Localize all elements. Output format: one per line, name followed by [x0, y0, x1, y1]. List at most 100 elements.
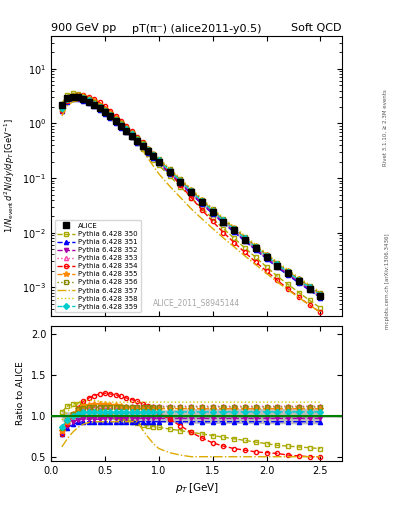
Pythia 6.428 358: [70, 91, 75, 97]
Pythia 6.428 352: [124, 128, 129, 134]
Pythia 6.428 353: [232, 225, 237, 231]
Pythia 6.428 350: [76, 91, 81, 97]
Line: Pythia 6.428 351: Pythia 6.428 351: [60, 97, 322, 300]
Pythia 6.428 350: [146, 151, 151, 157]
Pythia 6.428 358: [135, 134, 140, 140]
ALICE: [119, 123, 123, 129]
Pythia 6.428 353: [140, 140, 145, 146]
Pythia 6.428 350: [318, 305, 323, 311]
Pythia 6.428 350: [189, 195, 193, 201]
Pythia 6.428 358: [264, 250, 269, 257]
Pythia 6.428 358: [156, 155, 161, 161]
Pythia 6.428 352: [103, 110, 107, 116]
Pythia 6.428 350: [86, 96, 91, 102]
Pythia 6.428 353: [97, 102, 102, 109]
Pythia 6.428 351: [130, 134, 134, 140]
Pythia 6.428 356: [92, 99, 97, 105]
Pythia 6.428 356: [65, 96, 70, 102]
Pythia 6.428 352: [189, 190, 193, 196]
Pythia 6.428 357: [318, 309, 323, 315]
Pythia 6.428 351: [178, 181, 183, 187]
Pythia 6.428 355: [130, 130, 134, 136]
Pythia 6.428 356: [119, 120, 123, 126]
Pythia 6.428 351: [307, 287, 312, 293]
Pythia 6.428 354: [124, 123, 129, 129]
Text: Soft QCD: Soft QCD: [292, 23, 342, 33]
Pythia 6.428 359: [167, 167, 172, 174]
Pythia 6.428 350: [178, 184, 183, 190]
Pythia 6.428 354: [242, 249, 247, 255]
Pythia 6.428 357: [103, 111, 107, 117]
Line: Pythia 6.428 357: Pythia 6.428 357: [62, 101, 320, 312]
Pythia 6.428 357: [135, 139, 140, 145]
Pythia 6.428 351: [221, 220, 226, 226]
Pythia 6.428 355: [103, 106, 107, 112]
Pythia 6.428 357: [232, 244, 237, 250]
Pythia 6.428 351: [97, 107, 102, 113]
ALICE: [65, 95, 70, 101]
Pythia 6.428 358: [200, 196, 204, 202]
Pythia 6.428 357: [113, 120, 118, 126]
Pythia 6.428 358: [76, 91, 81, 97]
ALICE: [81, 96, 86, 102]
ALICE: [242, 237, 247, 243]
Pythia 6.428 353: [286, 268, 290, 274]
Pythia 6.428 355: [232, 225, 237, 231]
Text: 900 GeV pp: 900 GeV pp: [51, 23, 116, 33]
X-axis label: $p_T\,[\mathrm{GeV}]$: $p_T\,[\mathrm{GeV}]$: [174, 481, 219, 495]
ALICE: [151, 153, 156, 159]
Pythia 6.428 355: [135, 136, 140, 142]
Pythia 6.428 359: [296, 277, 301, 283]
Pythia 6.428 352: [296, 279, 301, 285]
ALICE: [296, 278, 301, 284]
Pythia 6.428 358: [286, 267, 290, 273]
Pythia 6.428 357: [189, 206, 193, 212]
Pythia 6.428 357: [140, 147, 145, 153]
Pythia 6.428 359: [221, 217, 226, 223]
Line: Pythia 6.428 355: Pythia 6.428 355: [59, 93, 323, 296]
Pythia 6.428 356: [103, 106, 107, 113]
Pythia 6.428 354: [286, 286, 290, 292]
Pythia 6.428 354: [275, 277, 280, 283]
Pythia 6.428 357: [119, 124, 123, 131]
Pythia 6.428 352: [97, 106, 102, 112]
Line: ALICE: ALICE: [59, 94, 323, 298]
Pythia 6.428 358: [124, 124, 129, 130]
Pythia 6.428 354: [232, 240, 237, 246]
Pythia 6.428 352: [140, 143, 145, 150]
Pythia 6.428 354: [178, 182, 183, 188]
Pythia 6.428 357: [76, 98, 81, 104]
ALICE: [124, 127, 129, 134]
Pythia 6.428 357: [178, 195, 183, 201]
Pythia 6.428 352: [108, 114, 113, 120]
ALICE: [210, 209, 215, 215]
Pythia 6.428 354: [189, 195, 193, 201]
Pythia 6.428 351: [264, 255, 269, 262]
Pythia 6.428 357: [59, 113, 64, 119]
Pythia 6.428 352: [232, 228, 237, 234]
ALICE: [232, 227, 237, 233]
ALICE: [86, 99, 91, 105]
Pythia 6.428 355: [146, 146, 151, 152]
ALICE: [189, 189, 193, 196]
Pythia 6.428 359: [76, 94, 81, 100]
Pythia 6.428 352: [167, 169, 172, 176]
Pythia 6.428 357: [286, 287, 290, 293]
Pythia 6.428 354: [130, 128, 134, 134]
Pythia 6.428 352: [318, 293, 323, 300]
Pythia 6.428 350: [242, 245, 247, 251]
Pythia 6.428 355: [264, 252, 269, 258]
Pythia 6.428 351: [81, 98, 86, 104]
Pythia 6.428 358: [318, 289, 323, 295]
Pythia 6.428 350: [97, 104, 102, 110]
Pythia 6.428 350: [81, 93, 86, 99]
ALICE: [70, 94, 75, 100]
Pythia 6.428 353: [135, 135, 140, 141]
Pythia 6.428 353: [76, 93, 81, 99]
Pythia 6.428 358: [296, 274, 301, 281]
Pythia 6.428 355: [76, 93, 81, 99]
Pythia 6.428 356: [97, 102, 102, 109]
Pythia 6.428 358: [108, 110, 113, 116]
Pythia 6.428 354: [200, 207, 204, 213]
Pythia 6.428 354: [151, 152, 156, 158]
